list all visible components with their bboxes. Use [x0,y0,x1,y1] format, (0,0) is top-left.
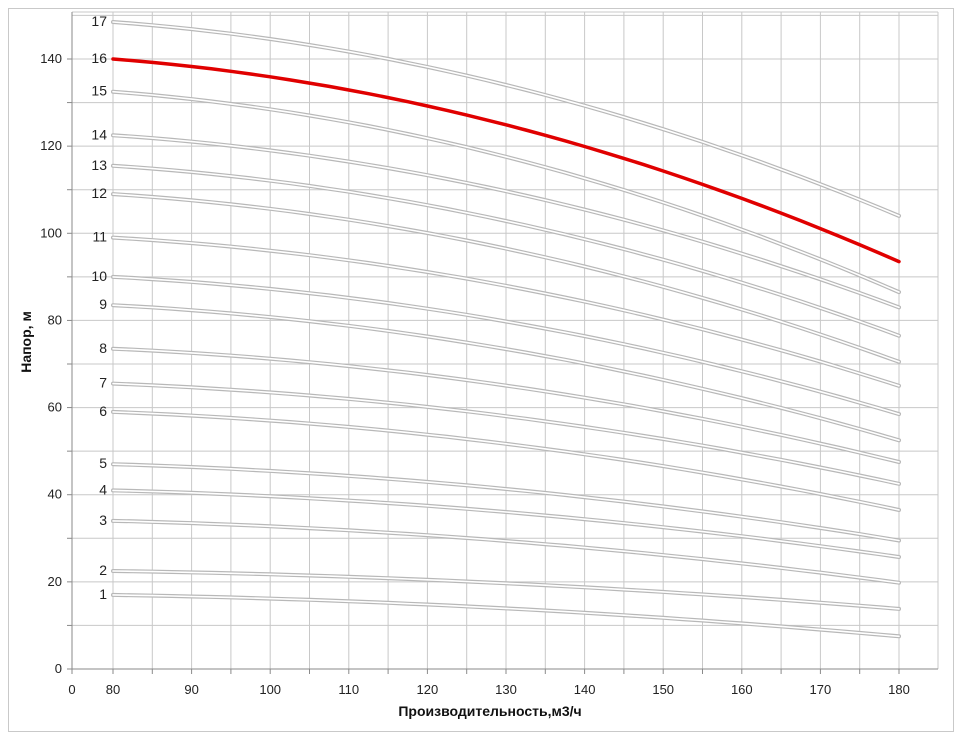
x-tick-label: 120 [417,682,439,697]
x-tick-label: 170 [810,682,832,697]
curve-2-inner [112,570,900,610]
y-tick-label: 0 [55,661,62,676]
curve-7-inner [112,382,900,485]
curve-10-inner [112,276,900,415]
grid [72,11,939,669]
curve-16 [111,57,901,264]
y-tick-label: 80 [48,312,62,327]
x-tick-label: 100 [259,682,281,697]
curve-9-inner [112,304,900,442]
curve-14-inner [112,134,900,309]
curve-label-10: 10 [91,268,107,284]
pump-curves [111,20,901,639]
curve-label-13: 13 [91,157,107,173]
x-tick-label: 110 [338,682,359,697]
x-tick-label: 0 [68,682,75,697]
x-tick-label: 90 [184,682,198,697]
y-tick-label: 60 [48,400,62,415]
curve-1-inner [112,594,900,638]
curve-label-8: 8 [99,340,107,356]
curve-13-inner [112,165,900,337]
x-tick-label: 150 [652,682,674,697]
y-tick-label: 120 [40,138,62,153]
y-tick-label: 20 [48,574,62,589]
curve-3-inner [112,520,900,584]
curve-6-inner [112,411,900,511]
curve-label-11: 11 [92,229,107,245]
curve-4-inner [112,489,900,558]
y-tick-label: 100 [40,225,62,240]
curve-label-15: 15 [91,83,107,99]
tick-labels: 0 80 90 100 110 120 130 140 150 160 170 18002040608… [40,51,910,697]
curve-label-9: 9 [99,296,107,312]
curve-label-5: 5 [99,455,107,471]
x-tick-label: 160 [731,682,753,697]
x-axis-title: Производительность,м3/ч [398,703,581,719]
curve-label-14: 14 [91,126,107,142]
curve-12-inner [112,193,900,363]
curve-11-inner [112,236,900,387]
curve-label-3: 3 [99,512,107,528]
curve-label-17: 17 [91,13,107,29]
x-tick-label: 140 [574,682,596,697]
x-tick-label: 130 [495,682,517,697]
curve-label-16: 16 [91,50,107,66]
chart-frame [8,8,954,732]
axes [67,12,938,674]
curve-label-2: 2 [99,562,107,578]
curve-8-inner [112,348,900,463]
y-tick-label: 140 [40,51,62,66]
x-tick-label: 80 [106,682,120,697]
curve-label-7: 7 [99,375,107,391]
curve-17-inner [112,21,900,217]
curve-15-inner [112,90,900,293]
x-tick-label: 180 [888,682,910,697]
curve-label-6: 6 [99,403,107,419]
curve-5-inner [112,463,900,542]
curve-label-1: 1 [99,586,107,602]
curve-label-12: 12 [91,185,107,201]
y-axis-title: Напор, м [18,311,34,373]
y-tick-label: 40 [48,487,62,502]
curve-label-4: 4 [99,481,107,497]
